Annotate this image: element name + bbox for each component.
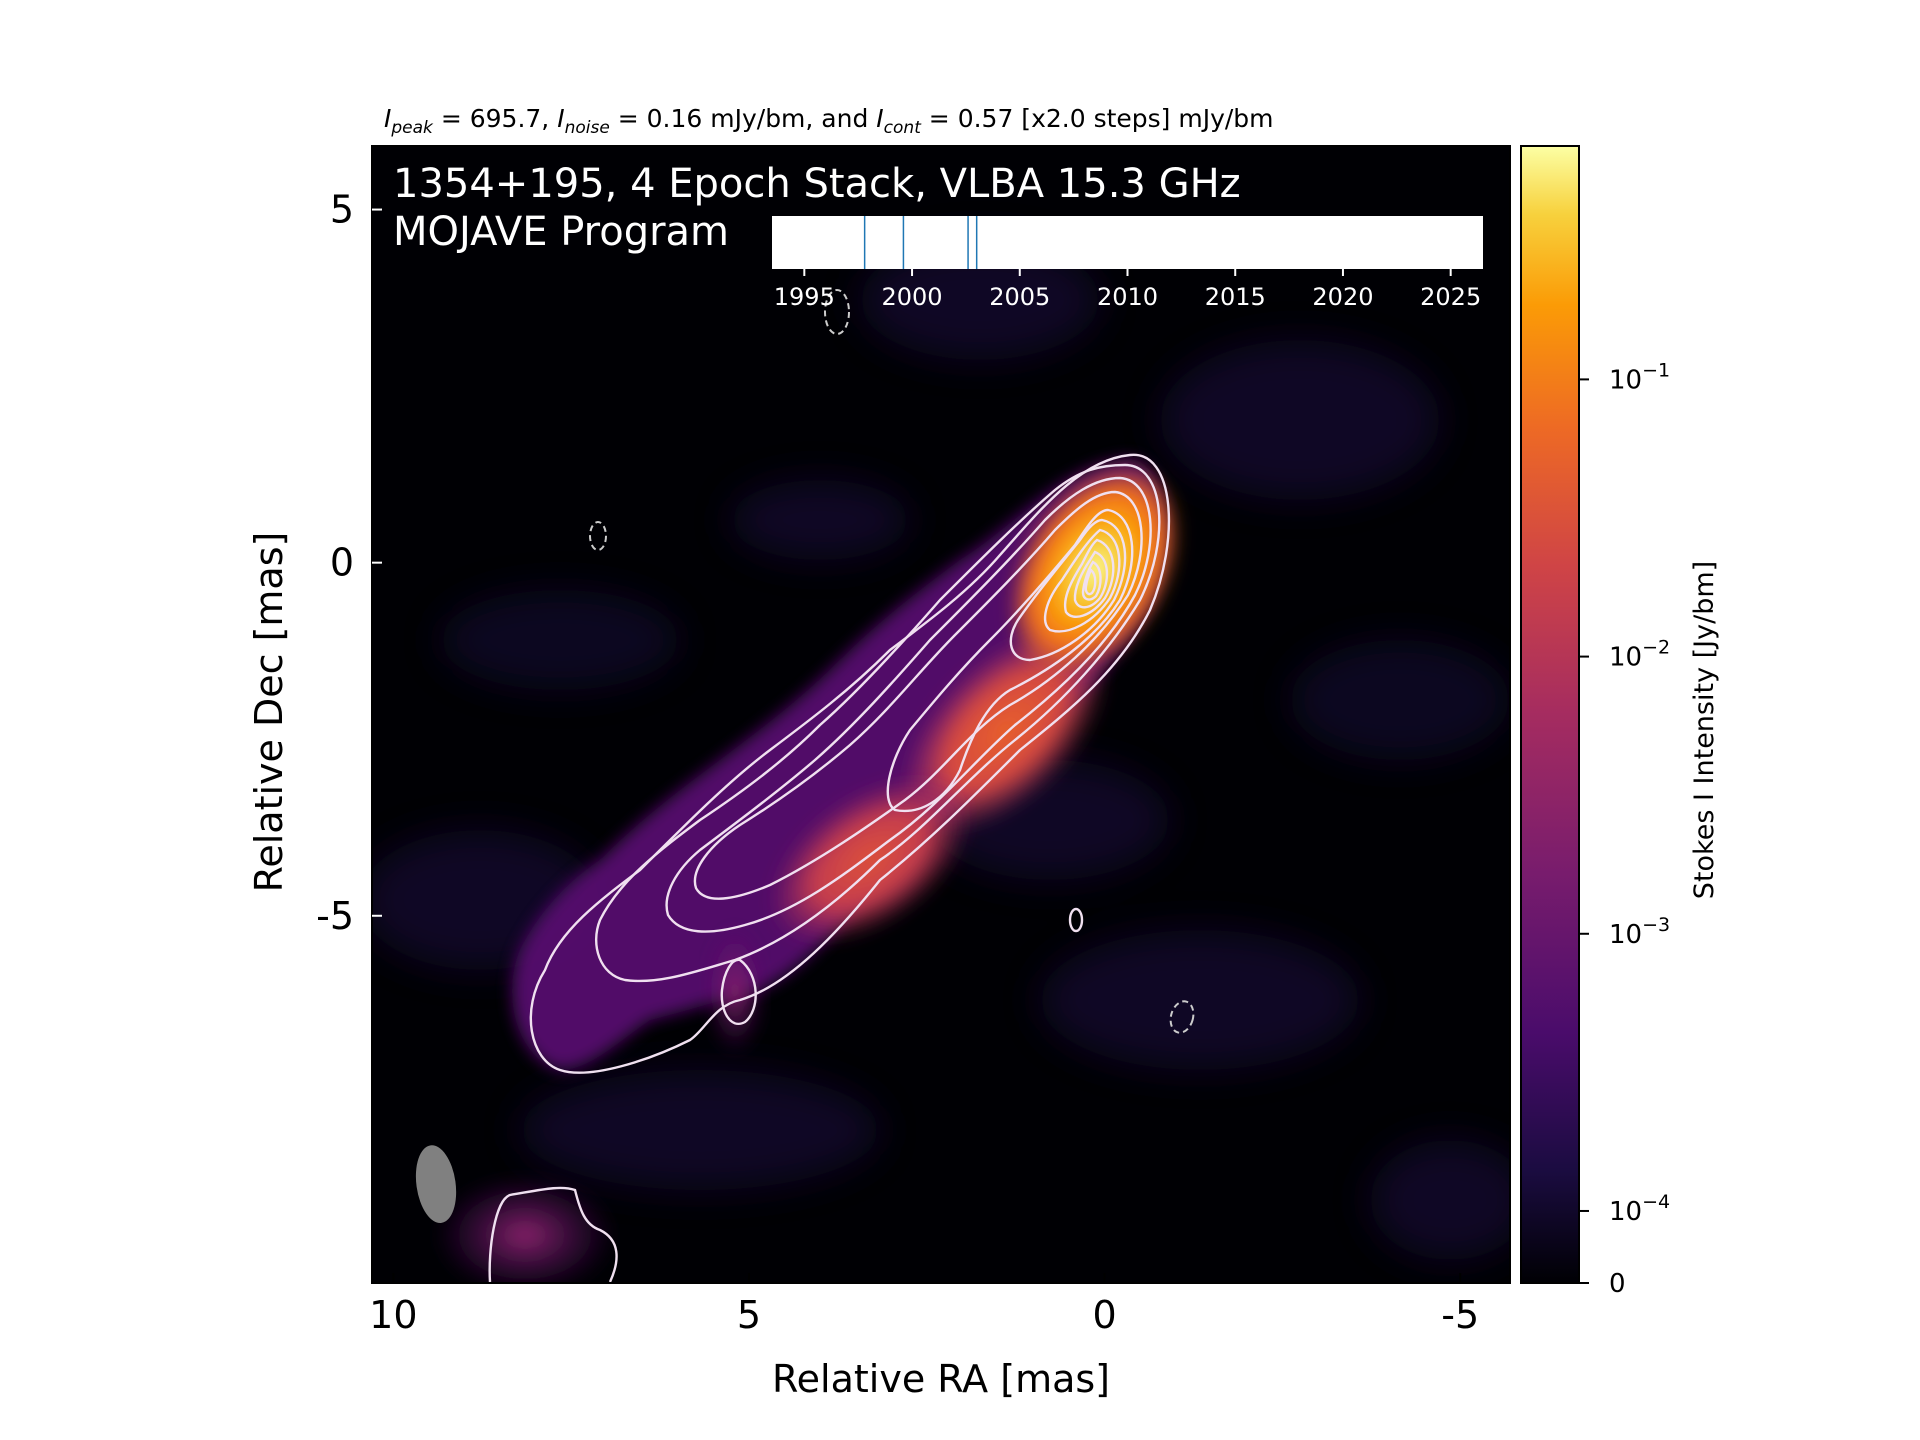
cont-subscript: cont xyxy=(884,118,923,138)
y-axis-label: Relative Dec [mas] xyxy=(247,532,291,893)
colorbar-gradient xyxy=(1521,146,1579,1283)
beam-ellipse xyxy=(415,1145,457,1223)
timeline-tick-label: 2020 xyxy=(1312,283,1373,311)
noise-subscript: noise xyxy=(565,118,610,138)
timeline-tick-label: 2015 xyxy=(1205,283,1266,311)
timeline-tick-label: 2000 xyxy=(882,283,943,311)
x-axis-label: Relative RA [mas] xyxy=(772,1357,1110,1401)
timeline-tick-label: 1995 xyxy=(774,283,835,311)
noise-symbol: I xyxy=(557,104,564,133)
colorbar-tick-label: 10−3 xyxy=(1609,914,1670,950)
header-text: Ipeak = 695.7, Inoise = 0.16 mJy/bm, and… xyxy=(384,104,1274,138)
y-ticks: 5 0 -5 xyxy=(316,188,382,938)
x-tick-label: 0 xyxy=(1092,1293,1116,1337)
x-tick-label: 5 xyxy=(737,1293,761,1337)
colorbar-frame xyxy=(1520,145,1580,1284)
cont-symbol: I xyxy=(876,104,883,133)
timeline-box xyxy=(772,216,1483,269)
colorbar-tick-label: 10−2 xyxy=(1609,637,1670,673)
peak-symbol: I xyxy=(384,104,391,133)
program-title: MOJAVE Program xyxy=(393,209,729,255)
negative-contours xyxy=(589,289,1195,1034)
colorbar-ticks: 10−1 10−2 10−3 10−4 0 xyxy=(1579,359,1670,1299)
source-title: 1354+195, 4 Epoch Stack, VLBA 15.3 GHz xyxy=(393,161,1241,207)
timeline-tick-label: 2005 xyxy=(989,283,1050,311)
timeline-tick-label: 2010 xyxy=(1097,283,1158,311)
colorbar: 10−1 10−2 10−3 10−4 0 Stokes I Intensity [Jy… xyxy=(1520,145,1720,1299)
y-tick-label: 5 xyxy=(330,188,354,232)
timeline-ticks: 1995 2000 2005 2010 2015 2020 2025 xyxy=(774,269,1481,311)
noise-value: = 0.16 mJy/bm, and xyxy=(610,104,877,133)
intensity-contours xyxy=(488,453,1171,1283)
image-frame xyxy=(371,145,1511,1284)
x-tick-label: 10 xyxy=(369,1293,417,1337)
colorbar-tick-label: 10−4 xyxy=(1609,1191,1670,1227)
colorbar-tick-label: 10−1 xyxy=(1609,359,1670,395)
x-ticks: 10 5 0 -5 xyxy=(369,1273,1479,1337)
peak-subscript: peak xyxy=(390,118,434,138)
image-panel: 1354+195, 4 Epoch Stack, VLBA 15.3 GHz M… xyxy=(316,145,1511,1337)
colorbar-tick-label: 0 xyxy=(1609,1269,1626,1299)
epoch-lines xyxy=(863,216,978,269)
x-tick-label: -5 xyxy=(1441,1293,1479,1337)
colorbar-label: Stokes I Intensity [Jy/bm] xyxy=(1689,561,1720,899)
cont-value: = 0.57 [x2.0 steps] mJy/bm xyxy=(921,104,1274,133)
y-tick-label: 0 xyxy=(330,541,354,585)
timeline-tick-label: 2025 xyxy=(1420,283,1481,311)
y-tick-label: -5 xyxy=(316,894,354,938)
peak-value: = 695.7, xyxy=(433,104,557,133)
noise-background xyxy=(372,240,1510,1260)
epoch-timeline: 1995 2000 2005 2010 2015 2020 2025 xyxy=(772,216,1483,311)
